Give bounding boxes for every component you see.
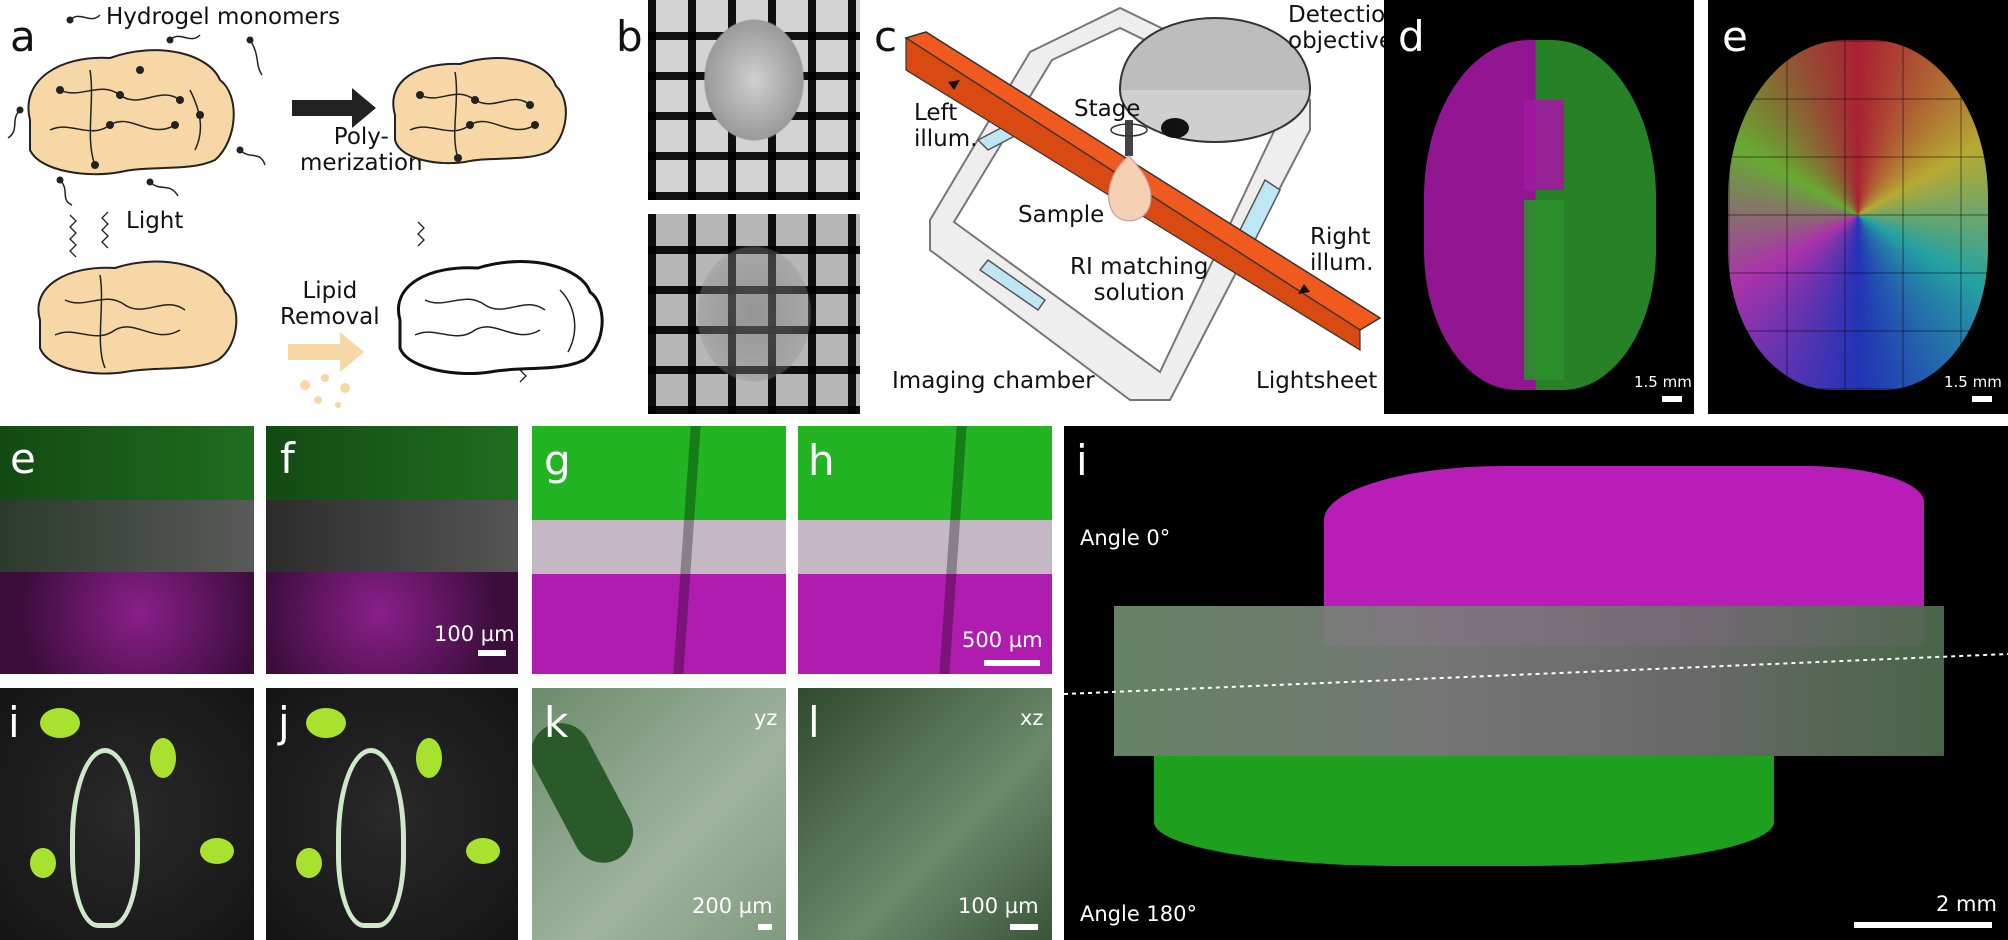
panel-i: i bbox=[0, 688, 254, 940]
panel-i-large-scale-label: 2 mm bbox=[1936, 892, 1997, 916]
panel-e-top-scale-label: 1.5 mm bbox=[1944, 373, 2002, 391]
panel-label-k: k bbox=[544, 698, 569, 747]
panel-label-e: e bbox=[10, 434, 36, 483]
panel-label-b: b bbox=[616, 12, 643, 61]
brain-shape-4 bbox=[397, 260, 604, 376]
panel-label-c: c bbox=[874, 12, 898, 61]
panel-i-large: i Angle 0° Angle 180° 2 mm bbox=[1064, 426, 2008, 940]
panel-a-illustration bbox=[7, 14, 604, 408]
sample-label: Sample bbox=[1018, 202, 1105, 228]
panel-g: g bbox=[532, 426, 786, 674]
panel-d-scale-label: 1.5 mm bbox=[1634, 373, 1692, 391]
angle-0-label: Angle 0° bbox=[1080, 526, 1171, 550]
panel-k-plane-label: yz bbox=[754, 706, 778, 730]
ri-matching-label: RI matching solution bbox=[1070, 254, 1209, 307]
panel-l-scale-label: 100 µm bbox=[958, 894, 1039, 918]
lipid-removal-label: Lipid Removal bbox=[280, 278, 380, 331]
lipid-removal-arrow bbox=[288, 332, 364, 372]
polymerization-label: Poly- merization bbox=[300, 124, 423, 177]
panel-l-scale-bar bbox=[1010, 924, 1038, 930]
panel-label-g: g bbox=[544, 436, 571, 485]
panel-c: c Detection objective Left illum. Stage … bbox=[870, 0, 1400, 420]
panel-label-e-top: e bbox=[1722, 12, 1748, 61]
panel-e-top: e 1.5 mm bbox=[1708, 0, 2008, 414]
lightsheet-label: Lightsheet bbox=[1256, 368, 1378, 394]
panel-l-plane-label: xz bbox=[1020, 706, 1044, 730]
brain-shape-2 bbox=[392, 57, 567, 165]
panel-h-scale-bar bbox=[984, 660, 1040, 666]
brain-shape-3 bbox=[37, 260, 238, 375]
panel-k-scale-label: 200 µm bbox=[692, 894, 773, 918]
polymerization-arrow bbox=[292, 88, 376, 128]
panel-b-bottom-image bbox=[648, 214, 860, 414]
panel-k-scale-bar bbox=[758, 924, 772, 930]
panel-l: l xz 100 µm bbox=[798, 688, 1052, 940]
panel-e: e bbox=[0, 426, 254, 674]
imaging-chamber-diagram bbox=[904, 6, 1382, 401]
panel-e-top-scale-bar bbox=[1972, 396, 1992, 402]
panel-j: j bbox=[266, 688, 518, 940]
hydrogel-monomers-label: Hydrogel monomers bbox=[106, 4, 341, 30]
angle-divider-line bbox=[1064, 653, 2008, 695]
panel-f-scale-bar bbox=[478, 650, 506, 656]
panel-h: h 500 µm bbox=[798, 426, 1052, 674]
panel-label-i-large: i bbox=[1076, 436, 1088, 485]
panel-f-scale-label: 100 µm bbox=[434, 622, 515, 646]
imaging-chamber-label: Imaging chamber bbox=[892, 368, 1095, 394]
panel-label-d: d bbox=[1398, 12, 1425, 61]
panel-label-l: l bbox=[808, 698, 820, 747]
panel-f: f 100 µm bbox=[266, 426, 518, 674]
sample-drop bbox=[1108, 155, 1152, 222]
detection-objective-label: Detection objective bbox=[1288, 2, 1400, 55]
left-illum-label: Left illum. bbox=[914, 100, 978, 153]
panel-e-top-image bbox=[1728, 40, 1988, 390]
panel-label-a: a bbox=[10, 12, 36, 61]
panel-label-f: f bbox=[280, 434, 295, 483]
panel-b bbox=[648, 0, 860, 414]
panel-i-large-scale-bar bbox=[1854, 922, 1992, 928]
panel-a: a Hydrogel monomers Poly- merization Lig… bbox=[0, 0, 640, 420]
panel-d-scale-bar bbox=[1662, 396, 1682, 402]
panel-b-top-image bbox=[648, 0, 860, 200]
panel-label-j: j bbox=[278, 698, 290, 747]
brain-shape-1 bbox=[27, 49, 235, 176]
stage-label: Stage bbox=[1074, 96, 1141, 122]
panel-k: k yz 200 µm bbox=[532, 688, 786, 940]
angle-180-label: Angle 180° bbox=[1080, 902, 1198, 926]
panel-h-scale-label: 500 µm bbox=[962, 628, 1043, 652]
right-illum-label: Right illum. bbox=[1310, 224, 1374, 277]
panel-d: d 1.5 mm bbox=[1384, 0, 1694, 414]
panel-label-i: i bbox=[8, 698, 20, 747]
light-label: Light bbox=[126, 208, 184, 234]
panel-label-h: h bbox=[808, 436, 835, 485]
